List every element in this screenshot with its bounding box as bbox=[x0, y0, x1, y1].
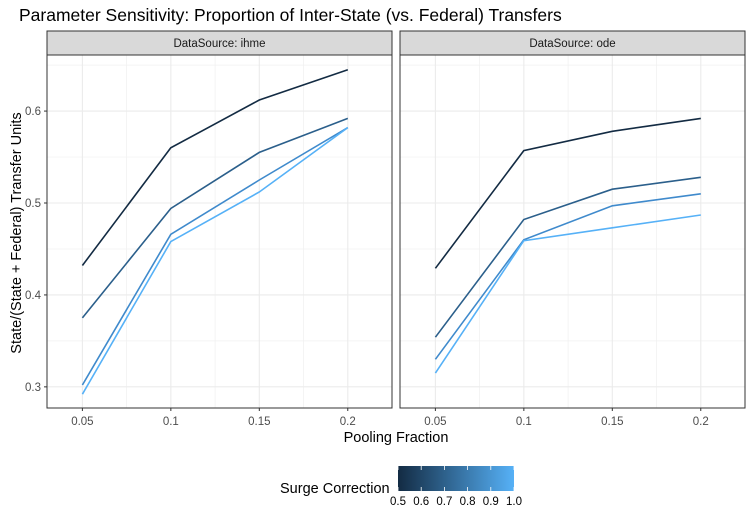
chart-title: Parameter Sensitivity: Proportion of Int… bbox=[19, 5, 562, 25]
series-line-surge-0.7 bbox=[434, 176, 701, 338]
legend-tick-label: 0.7 bbox=[436, 496, 452, 508]
x-tick-label: 0.1 bbox=[516, 416, 532, 428]
legend-colorbar bbox=[398, 466, 514, 491]
panel-strip-label: DataSource: ode bbox=[529, 38, 615, 50]
legend-tick-label: 0.8 bbox=[460, 496, 476, 508]
legend-tick-label: 0.5 bbox=[390, 496, 406, 508]
series-line-surge-0.9 bbox=[81, 126, 349, 386]
x-tick-label: 0.2 bbox=[693, 416, 709, 428]
series-line-surge-1 bbox=[81, 126, 349, 395]
y-tick-label: 0.6 bbox=[25, 106, 41, 118]
x-tick-label: 0.1 bbox=[163, 416, 179, 428]
x-tick-label: 0.15 bbox=[248, 416, 270, 428]
panel-strip bbox=[46, 30, 393, 56]
legend-tick-label: 1.0 bbox=[506, 496, 522, 508]
panel-0: DataSource: ihme 0.05 0.1 0.15 0.2 0.3 0.4 0.5 0… bbox=[25, 30, 393, 428]
legend: Surge Correction 0.5 0.6 0.7 0.8 0.9 1.0 bbox=[280, 466, 522, 508]
panel-strip-label: DataSource: ihme bbox=[173, 38, 265, 50]
x-tick-label: 0.05 bbox=[424, 416, 446, 428]
series-line-surge-0.7 bbox=[81, 117, 349, 319]
plot-area bbox=[47, 55, 392, 408]
series-line-surge-0.9 bbox=[434, 193, 701, 360]
x-tick-label: 0.05 bbox=[71, 416, 93, 428]
y-tick-label: 0.4 bbox=[25, 290, 42, 302]
series-line-surge-1 bbox=[434, 214, 701, 374]
series-line-surge-0.5 bbox=[434, 117, 701, 269]
x-tick-label: 0.2 bbox=[340, 416, 356, 428]
legend-tick-label: 0.9 bbox=[483, 496, 499, 508]
panel-strip bbox=[399, 30, 746, 56]
legend-tick-label: 0.6 bbox=[413, 496, 429, 508]
x-axis-label: Pooling Fraction bbox=[344, 430, 449, 446]
x-tick-label: 0.15 bbox=[601, 416, 623, 428]
y-tick-label: 0.3 bbox=[25, 382, 41, 394]
panel-border bbox=[399, 54, 746, 409]
panel-border bbox=[46, 54, 393, 409]
legend-title: Surge Correction bbox=[280, 481, 390, 497]
y-axis-label: State/(State + Federal) Transfer Units bbox=[9, 112, 25, 353]
plot-area bbox=[400, 55, 745, 408]
y-tick-label: 0.5 bbox=[25, 198, 41, 210]
panel-1: DataSource: ode 0.05 0.1 0.15 0.2 bbox=[399, 30, 746, 428]
series-line-surge-0.5 bbox=[81, 68, 349, 266]
